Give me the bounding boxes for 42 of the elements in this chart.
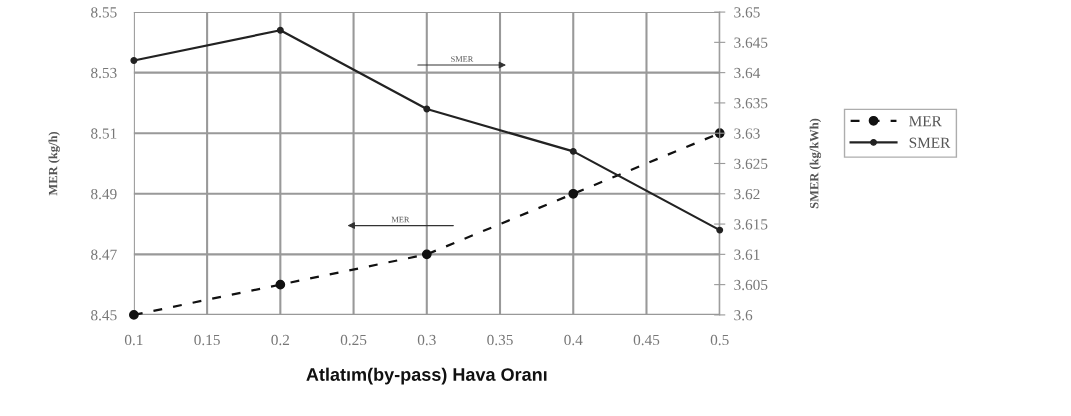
y-tick-label: 8.45 — [91, 310, 117, 321]
y2-tick-label: 3.605 — [734, 279, 768, 291]
x-tick-label: 0.15 — [194, 334, 220, 346]
x-tick-label: 0.3 — [417, 334, 436, 346]
point — [129, 310, 139, 320]
y-tick-label: 8.55 — [91, 7, 117, 18]
y-tick-label: 8.47 — [91, 249, 117, 260]
x-axis-title: Atlatım(by-pass) Hava Oranı — [306, 367, 547, 385]
y2-tick-label: 3.65 — [734, 7, 760, 18]
point — [568, 188, 579, 199]
y2-axis-title: SMER (kg/kWh) — [809, 118, 822, 209]
point — [421, 249, 432, 260]
y2-tick-label: 3.6 — [734, 310, 753, 321]
x-tick-label: 0.45 — [633, 334, 660, 346]
point — [716, 226, 724, 234]
y-tick-label: 8.51 — [91, 128, 117, 139]
annotation: MER — [391, 216, 410, 223]
legend-label: SMER — [909, 137, 951, 148]
y-tick-label: 8.53 — [91, 67, 117, 79]
y-axis-title: MER (kg/h) — [48, 131, 60, 196]
point — [276, 26, 284, 34]
y-tick-label: 8.49 — [91, 188, 117, 200]
x-tick-label: 0.1 — [124, 334, 143, 346]
x-tick-label: 0.35 — [487, 334, 513, 346]
y2-tick-label: 3.64 — [734, 67, 761, 79]
y2-tick-label: 3.635 — [734, 98, 768, 109]
x-tick-label: 0.2 — [271, 334, 290, 346]
y2-tick-label: 3.625 — [734, 158, 768, 170]
y2-tick-label: 3.63 — [734, 128, 760, 139]
annotation: SMER — [451, 56, 474, 62]
point — [423, 105, 431, 113]
y2-tick-label: 3.62 — [734, 188, 760, 200]
x-tick-label: 0.4 — [564, 334, 583, 346]
point — [275, 279, 286, 290]
y2-tick-label: 3.615 — [734, 219, 768, 230]
x-tick-label: 0.25 — [340, 334, 367, 346]
y2-tick-label: 3.645 — [734, 37, 768, 48]
legend-label: MER — [909, 116, 942, 127]
x-tick-label: 0.5 — [710, 334, 729, 346]
point — [569, 147, 577, 155]
point — [130, 57, 138, 64]
y2-tick-label: 3.61 — [734, 249, 760, 260]
